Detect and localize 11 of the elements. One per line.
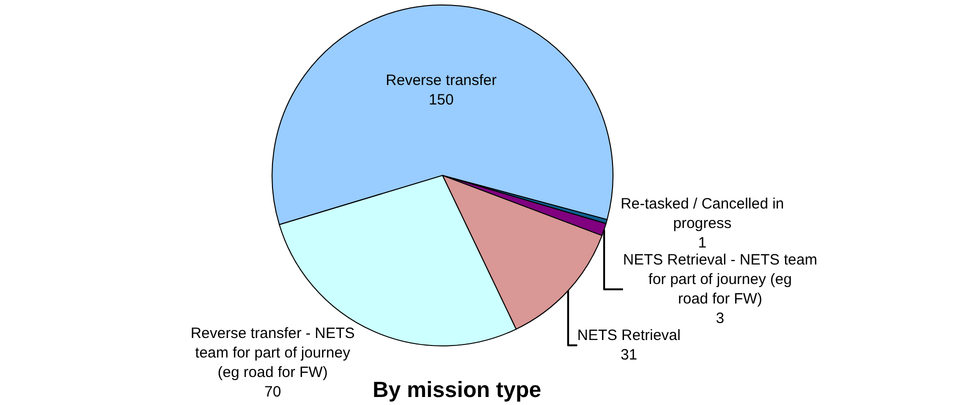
data-label: 150 (428, 91, 454, 108)
data-label: 31 (620, 346, 638, 364)
data-label: 70 (264, 384, 282, 401)
slice-label: Reverse transfer (386, 72, 497, 89)
text: By mission type (372, 376, 542, 402)
data-label: 3 (716, 310, 724, 328)
slice-label: NETS Retrieval - NETS team for part of journey (eg road for FW) (622, 252, 818, 308)
slice-label: Re-tasked / Cancelled in progress (620, 196, 784, 232)
slice-label: Reverse transfer - NETS team for part of journey (eg road for FW) (190, 325, 355, 382)
data-label: 1 (698, 234, 706, 252)
slice-label: NETS Retrieval (577, 327, 681, 344)
